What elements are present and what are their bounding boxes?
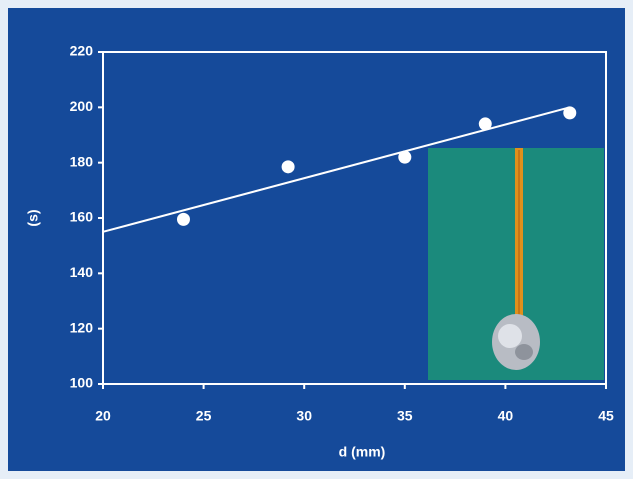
y-tick-label: 100 [70, 375, 94, 391]
y-tick-label: 120 [70, 319, 94, 335]
y-tick-label: 220 [70, 43, 94, 59]
y-tick-label: 140 [70, 264, 94, 280]
x-tick-label: 35 [397, 408, 413, 424]
point [177, 213, 190, 226]
y-tick-label: 200 [70, 98, 94, 114]
point [398, 151, 411, 164]
x-tick-label: 40 [498, 408, 514, 424]
y-tick-label: 160 [70, 209, 94, 225]
chart: d (mm) (s) 100 120 140 160 180 200 220 20 25 30 35… [0, 0, 633, 479]
point [563, 106, 576, 119]
point [479, 117, 492, 130]
page: {"chart_data": {"type": "scatter", "x_la… [0, 0, 633, 479]
inset-photo [428, 148, 604, 380]
x-tick-label: 45 [598, 408, 614, 424]
x-tick-label: 30 [296, 408, 312, 424]
x-axis-label: d (mm) [339, 444, 386, 460]
y-tick-label: 180 [70, 153, 94, 169]
x-tick-label: 20 [95, 408, 111, 424]
point [282, 160, 295, 173]
y-axis-label: (s) [25, 209, 41, 226]
x-tick-label: 25 [196, 408, 212, 424]
